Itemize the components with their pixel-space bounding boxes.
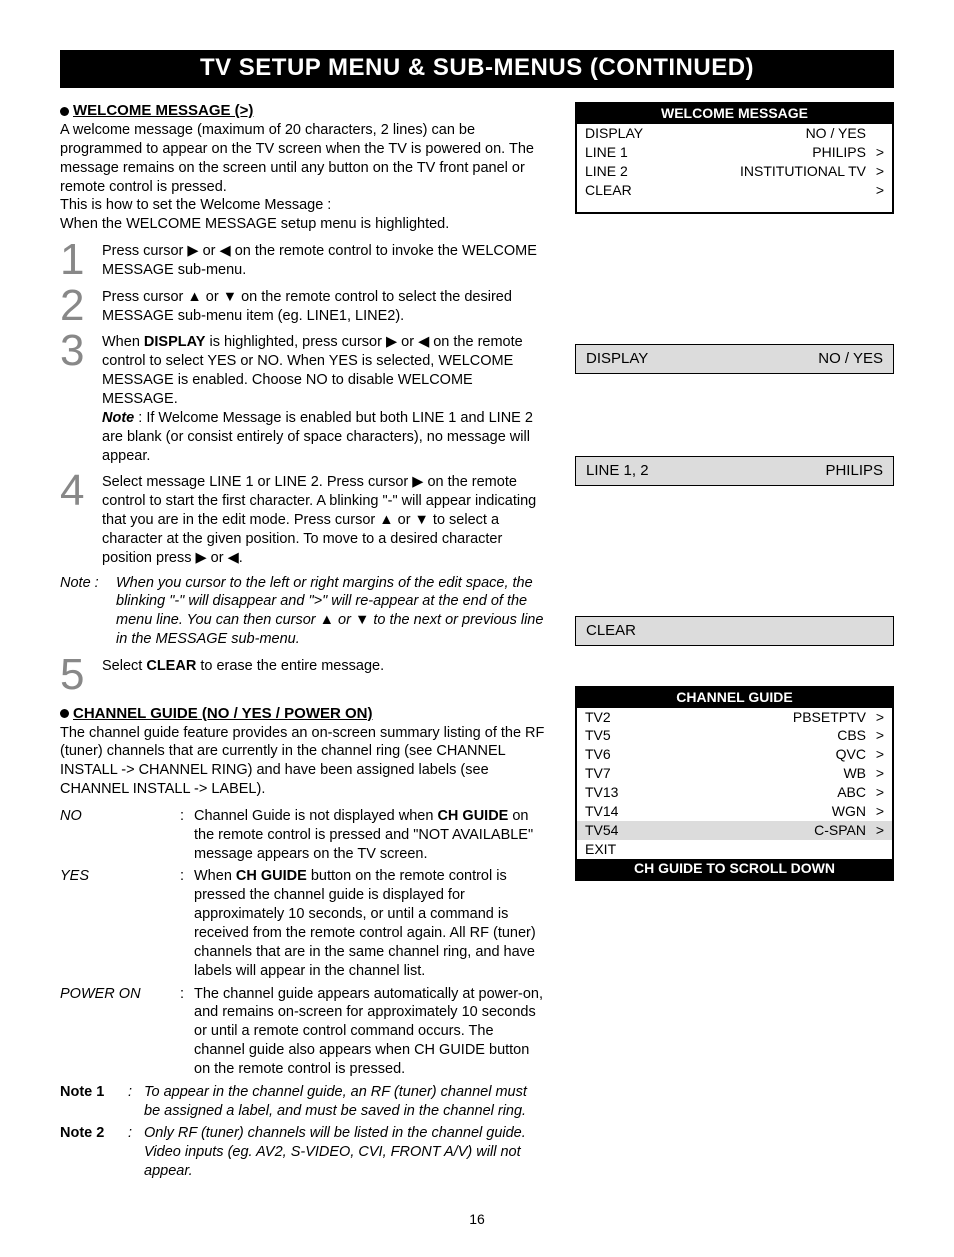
line-highlight-box: LINE 1, 2PHILIPS <box>575 456 894 486</box>
step-number: 2 <box>60 286 88 326</box>
channel-guide-row: TV2PBSETPTV> <box>577 708 892 727</box>
left-column: WELCOME MESSAGE (>) A welcome message (m… <box>60 102 545 1181</box>
channel-guide-row: TV14WGN> <box>577 802 892 821</box>
footnote-2: Note 2: Only RF (tuner) channels will be… <box>60 1124 545 1181</box>
box-title: WELCOME MESSAGE <box>577 104 892 124</box>
channel-guide-row: TV7WB> <box>577 764 892 783</box>
welcome-message-box: WELCOME MESSAGE DISPLAYNO / YES LINE 1PH… <box>575 102 894 214</box>
step-number: 3 <box>60 331 88 465</box>
channel-guide-heading: CHANNEL GUIDE (NO / YES / POWER ON) <box>60 705 545 722</box>
channel-guide-row: TV54C-SPAN> <box>577 821 892 840</box>
footnote-1: Note 1: To appear in the channel guide, … <box>60 1083 545 1121</box>
step-4-body: Select message LINE 1 or LINE 2. Press c… <box>102 471 545 567</box>
box-title: CHANNEL GUIDE <box>577 688 892 708</box>
channel-guide-footer: CH GUIDE TO SCROLL DOWN <box>577 859 892 879</box>
welcome-heading: WELCOME MESSAGE (>) <box>60 102 545 119</box>
channel-guide-box: CHANNEL GUIDE TV2PBSETPTV>TV5CBS>TV6QVC>… <box>575 686 894 881</box>
step-number: 1 <box>60 240 88 280</box>
channel-guide-intro: The channel guide feature provides an on… <box>60 724 545 799</box>
step-1-body: Press cursor ▶ or ◀ on the remote contro… <box>102 240 545 280</box>
channel-guide-row: TV5CBS> <box>577 726 892 745</box>
page-title: TV SETUP MENU & SUB-MENUS (CONTINUED) <box>60 50 894 88</box>
option-no-desc: Channel Guide is not displayed when CH G… <box>194 807 545 864</box>
step-number: 4 <box>60 471 88 567</box>
step-5-body: Select CLEAR to erase the entire message… <box>102 655 545 695</box>
display-highlight-box: DISPLAYNO / YES <box>575 344 894 374</box>
welcome-steps: 1 Press cursor ▶ or ◀ on the remote cont… <box>60 240 545 568</box>
welcome-intro-3: When the WELCOME MESSAGE setup menu is h… <box>60 215 545 234</box>
option-yes-label: YES <box>60 867 180 980</box>
right-column: WELCOME MESSAGE DISPLAYNO / YES LINE 1PH… <box>575 102 894 1181</box>
option-yes-desc: When CH GUIDE button on the remote contr… <box>194 867 545 980</box>
channel-guide-row: EXIT <box>577 840 892 859</box>
option-no-label: NO <box>60 807 180 864</box>
step-4-note: Note : When you cursor to the left or ri… <box>60 574 545 649</box>
channel-guide-row: TV6QVC> <box>577 745 892 764</box>
welcome-intro-2: This is how to set the Welcome Message : <box>60 196 545 215</box>
page-number: 16 <box>60 1211 894 1227</box>
clear-highlight-box: CLEAR <box>575 616 894 646</box>
step-2-body: Press cursor ▲ or ▼ on the remote contro… <box>102 286 545 326</box>
bullet-icon <box>60 709 69 718</box>
channel-guide-row: TV13ABC> <box>577 783 892 802</box>
step-3-body: When DISPLAY is highlighted, press curso… <box>102 331 545 465</box>
option-poweron-desc: The channel guide appears automatically … <box>194 985 545 1079</box>
option-poweron-label: POWER ON <box>60 985 180 1079</box>
bullet-icon <box>60 107 69 116</box>
channel-guide-options: NO : Channel Guide is not displayed when… <box>60 807 545 1079</box>
step-number: 5 <box>60 655 88 695</box>
welcome-intro-1: A welcome message (maximum of 20 charact… <box>60 121 545 196</box>
